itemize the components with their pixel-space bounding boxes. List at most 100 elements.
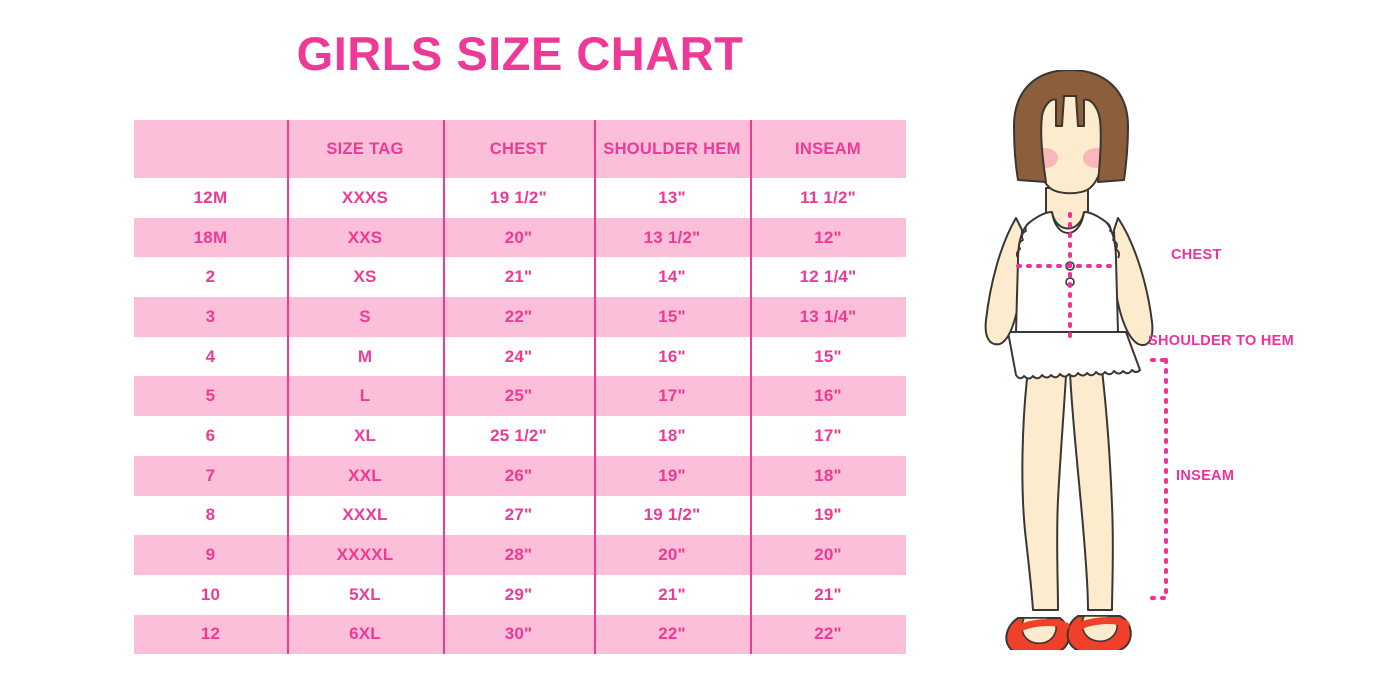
cell-chest: 30" — [443, 614, 594, 655]
cell-size-tag: 6XL — [287, 614, 443, 655]
cell-shoulder-hem: 19" — [594, 455, 750, 496]
cell-chest: 21" — [443, 257, 594, 298]
leg-left — [1021, 369, 1067, 611]
skirt — [1007, 331, 1141, 380]
cell-inseam: 18" — [750, 455, 906, 496]
table-row: 6 XL 25 1/2" 18" 17" — [134, 416, 906, 456]
cell-size: 12M — [134, 178, 287, 218]
cell-chest: 22" — [443, 297, 594, 337]
cell-size-tag: L — [287, 376, 443, 417]
callout-label-inseam: INSEAM — [1176, 468, 1235, 484]
cell-size-tag: XXXXL — [287, 535, 443, 575]
cell-size: 2 — [134, 257, 287, 298]
cell-chest: 28" — [443, 535, 594, 575]
column-header-size-tag: SIZE TAG — [287, 120, 443, 178]
cell-chest: 29" — [443, 574, 594, 615]
table-row: 8 XXXL 27" 19 1/2" 19" — [134, 495, 906, 536]
cell-inseam: 22" — [750, 614, 906, 655]
table-header: SIZE TAG CHEST SHOULDER HEM INSEAM — [134, 120, 906, 178]
cell-size-tag: XXXL — [287, 495, 443, 536]
table-row: 10 5XL 29" 21" 21" — [134, 574, 906, 615]
cell-chest: 20" — [443, 217, 594, 258]
cell-size: 10 — [134, 574, 287, 615]
column-divider-1 — [287, 120, 289, 654]
cell-size: 5 — [134, 376, 287, 417]
cell-size-tag: XL — [287, 416, 443, 456]
cell-shoulder-hem: 13 1/2" — [594, 217, 750, 258]
cell-chest: 26" — [443, 455, 594, 496]
column-header-inseam: INSEAM — [750, 120, 906, 178]
cell-inseam: 21" — [750, 574, 906, 615]
cell-size: 3 — [134, 297, 287, 337]
cell-size: 12 — [134, 614, 287, 655]
cell-shoulder-hem: 21" — [594, 574, 750, 615]
cell-size-tag: XS — [287, 257, 443, 298]
table-row: 12 6XL 30" 22" 22" — [134, 614, 906, 655]
cell-shoulder-hem: 16" — [594, 336, 750, 377]
cell-size: 7 — [134, 455, 287, 496]
leg-right — [1069, 369, 1114, 611]
cell-size-tag: XXL — [287, 455, 443, 496]
table-row: 5 L 25" 17" 16" — [134, 376, 906, 417]
cell-size-tag: S — [287, 297, 443, 337]
table-body: 12M XXXS 19 1/2" 13" 11 1/2" 18M XXS 20" 13 1/2"… — [134, 178, 906, 655]
table-row: 2 XS 21" 14" 12 1/4" — [134, 257, 906, 298]
column-divider-3 — [594, 120, 596, 654]
table-row: 12M XXXS 19 1/2" 13" 11 1/2" — [134, 178, 906, 218]
arm-right — [1113, 217, 1154, 346]
table-row: 7 XXL 26" 19" 18" — [134, 455, 906, 496]
top-ruffle-right — [1105, 221, 1121, 259]
top-garment — [1015, 211, 1119, 333]
cell-size: 18M — [134, 217, 287, 258]
column-header-chest: CHEST — [443, 120, 594, 178]
cell-shoulder-hem: 22" — [594, 614, 750, 655]
hair — [1013, 70, 1129, 183]
cell-chest: 27" — [443, 495, 594, 536]
cell-size: 6 — [134, 416, 287, 456]
column-header-shoulder-hem: SHOULDER HEM — [594, 120, 750, 178]
cell-shoulder-hem: 20" — [594, 535, 750, 575]
cell-inseam: 15" — [750, 336, 906, 377]
shoe-left-strap — [1012, 619, 1070, 634]
cell-inseam: 12" — [750, 217, 906, 258]
arm-left — [984, 217, 1023, 346]
cell-chest: 25" — [443, 376, 594, 417]
girl-figure-illustration — [984, 70, 1174, 650]
cell-inseam: 17" — [750, 416, 906, 456]
cell-size-tag: XXXS — [287, 178, 443, 218]
cell-size: 4 — [134, 336, 287, 377]
cell-size: 9 — [134, 535, 287, 575]
table-row: 9 XXXXL 28" 20" 20" — [134, 535, 906, 575]
callout-label-shoulder-to-hem: SHOULDER TO HEM — [1148, 333, 1295, 349]
cell-size-tag: XXS — [287, 217, 443, 258]
top-neckline — [1051, 211, 1085, 234]
cell-chest: 24" — [443, 336, 594, 377]
top-ruffle-left — [1015, 221, 1031, 259]
cell-inseam: 12 1/4" — [750, 257, 906, 298]
cell-chest: 19 1/2" — [443, 178, 594, 218]
cell-shoulder-hem: 19 1/2" — [594, 495, 750, 536]
table-row: 3 S 22" 15" 13 1/4" — [134, 297, 906, 337]
cell-inseam: 16" — [750, 376, 906, 417]
cell-size-tag: 5XL — [287, 574, 443, 615]
column-header-size — [134, 120, 287, 178]
cell-size: 8 — [134, 495, 287, 536]
table-header-row: SIZE TAG CHEST SHOULDER HEM INSEAM — [134, 120, 906, 178]
cell-shoulder-hem: 17" — [594, 376, 750, 417]
page-title: GIRLS SIZE CHART — [296, 27, 744, 80]
shoe-right-strap — [1072, 617, 1130, 632]
cell-size-tag: M — [287, 336, 443, 377]
column-divider-2 — [443, 120, 445, 654]
size-chart-table: SIZE TAG CHEST SHOULDER HEM INSEAM 12M XX… — [134, 120, 906, 655]
cell-shoulder-hem: 14" — [594, 257, 750, 298]
cell-inseam: 19" — [750, 495, 906, 536]
cell-shoulder-hem: 15" — [594, 297, 750, 337]
cell-inseam: 11 1/2" — [750, 178, 906, 218]
table-row: 18M XXS 20" 13 1/2" 12" — [134, 217, 906, 258]
cell-chest: 25 1/2" — [443, 416, 594, 456]
cell-inseam: 20" — [750, 535, 906, 575]
cell-shoulder-hem: 18" — [594, 416, 750, 456]
callout-label-chest: CHEST — [1171, 247, 1222, 263]
cell-inseam: 13 1/4" — [750, 297, 906, 337]
